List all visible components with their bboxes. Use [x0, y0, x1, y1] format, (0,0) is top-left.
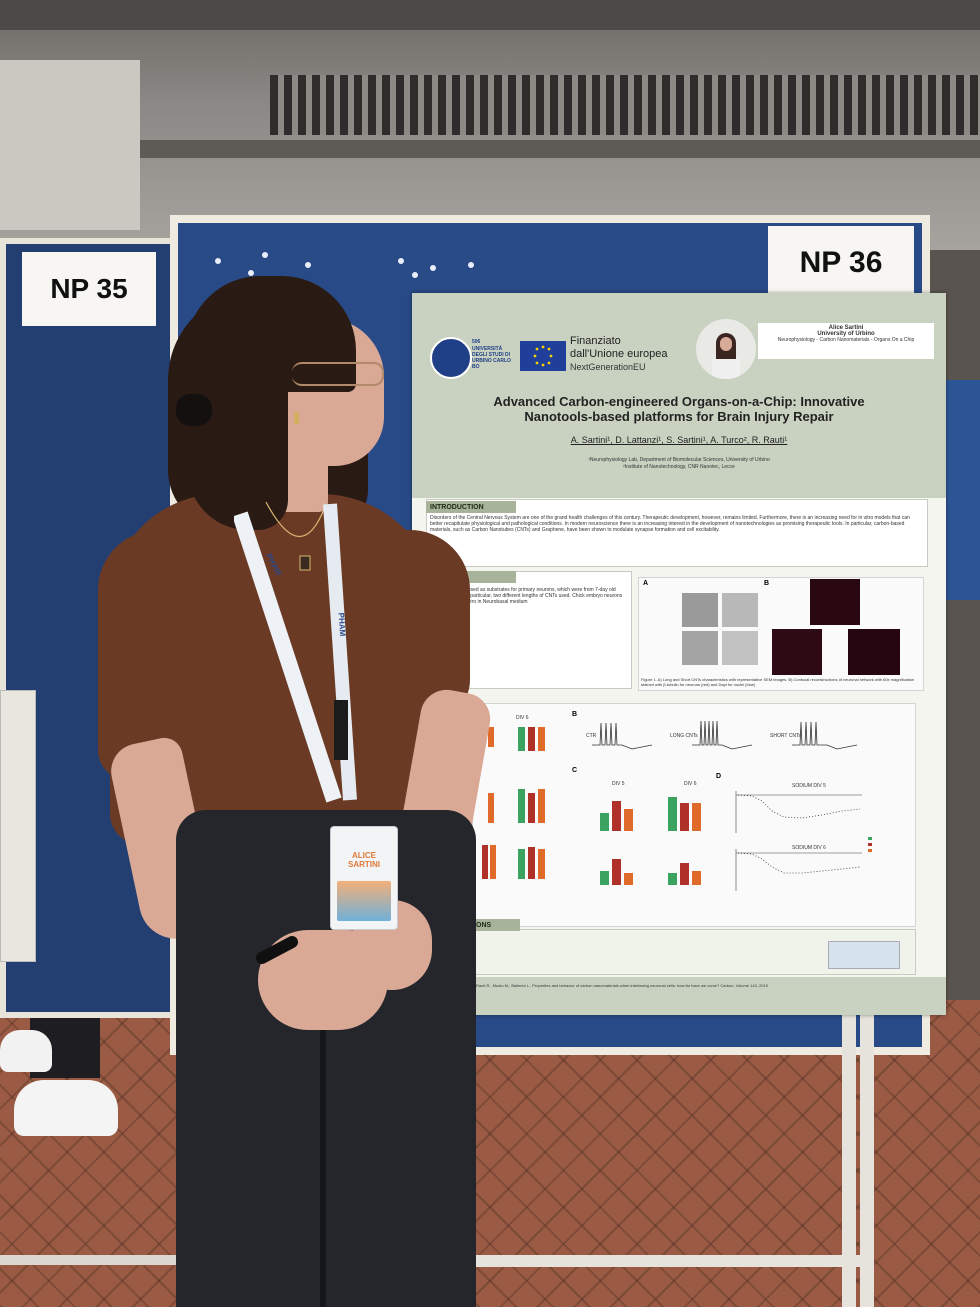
figure-2-label-c: C	[572, 767, 578, 774]
board-leg	[860, 1010, 874, 1307]
university-year: 506	[472, 339, 481, 345]
board-label-right: NP 36	[768, 226, 914, 300]
author-card: Alice Sartini University of Urbino Neuro…	[758, 323, 934, 359]
trace-short-label: SHORT CNTs	[770, 733, 801, 739]
board-foot-bar	[0, 1255, 200, 1265]
introduction-text: Disorders of the Central Nervous System …	[430, 515, 910, 533]
author-topics: Neurophysiology - Carbon Nanomaterials -…	[777, 337, 915, 343]
eu-funding-line1: Finanziato	[570, 335, 621, 347]
push-pin	[305, 262, 311, 268]
push-pin	[248, 270, 254, 276]
introduction-heading: INTRODUCTION	[426, 501, 516, 513]
action-potential-traces	[592, 720, 858, 750]
background-person-shoe	[14, 1080, 118, 1136]
university-name: UNIVERSITÀ DEGLI STUDI DI URBINO CARLO B…	[472, 346, 511, 370]
figure-2-label-b: B	[572, 711, 578, 718]
push-pin	[430, 265, 436, 271]
eu-flag-icon	[520, 341, 566, 371]
lanyard	[234, 503, 357, 803]
bar-charts-c	[600, 797, 701, 885]
figure-2-label-d: D	[716, 773, 722, 780]
person-jeans-seam	[320, 1000, 326, 1307]
badge-artwork	[337, 881, 391, 921]
badge-first-name: ALICE	[352, 851, 376, 860]
figure-1-caption: Figure 1. A) Long and Short CNTs charact…	[641, 677, 915, 687]
person-sleeve-left	[98, 530, 202, 780]
push-pin	[262, 252, 268, 258]
university-seal-icon	[430, 337, 472, 379]
person-jeans	[176, 810, 476, 1307]
figure-2-div6-label: DIV 6	[516, 715, 529, 721]
sodium-div6-label: SODIUM DIV 6	[792, 845, 826, 851]
poster-title-line1: Advanced Carbon-engineered Organs-on-a-C…	[493, 394, 865, 409]
confocal-image-ctr	[810, 579, 860, 625]
author-name: Alice Sartini	[828, 325, 864, 331]
confocal-image-long	[848, 629, 900, 675]
confocal-image-short	[772, 629, 822, 675]
author-affiliation: University of Urbino	[817, 331, 875, 337]
badge-last-name: SARTINI	[348, 860, 380, 869]
person-earring	[294, 412, 299, 424]
figure-1-label-a: A	[643, 580, 649, 587]
trace-ctr-label: CTR	[586, 733, 597, 739]
ceiling-beam	[0, 0, 980, 30]
author-photo-shirt	[712, 359, 740, 379]
sem-image	[682, 593, 718, 627]
scientific-poster: 506 UNIVERSITÀ DEGLI STUDI DI URBINO CAR…	[412, 293, 946, 1015]
push-pin	[215, 258, 221, 264]
poster-authors: A. Sartini¹, D. Lattanzi¹, S. Sartini¹, …	[570, 435, 788, 445]
sodium-div5-label: SODIUM DIV 5	[792, 783, 826, 789]
author-photo	[696, 319, 756, 379]
board-leg	[842, 1010, 856, 1307]
push-pin	[398, 258, 404, 264]
eu-funding-line2: dall'Unione europea	[570, 348, 668, 360]
board-label-left: NP 35	[22, 252, 156, 326]
background-person-shoe	[0, 1030, 52, 1072]
sem-image	[722, 593, 758, 627]
author-photo-face	[720, 337, 732, 351]
sodium-current-curves	[735, 791, 872, 891]
person-glasses	[292, 362, 384, 386]
poster-footer	[412, 977, 946, 1015]
ceiling-beam	[0, 140, 980, 158]
trace-long-label: LONG CNTs	[670, 733, 698, 739]
figure-1-label-b: B	[764, 580, 770, 587]
bar-charts-left	[482, 727, 545, 879]
push-pin	[468, 262, 474, 268]
push-pin	[412, 272, 418, 278]
methods-text: Nanotubes were used as substrates for pr…	[430, 587, 623, 605]
chip-illustration	[828, 941, 900, 969]
eu-funding-line3: NextGenerationEU	[570, 362, 646, 372]
poster-left-edge	[0, 690, 36, 962]
poster-title-line2: Nanotools-based platforms for Brain Inju…	[524, 409, 834, 424]
figure-2-div5-label: DIV 5	[612, 781, 625, 787]
person-necklace	[265, 501, 327, 571]
poster-affiliation-2: ²Institute of Nanotechnology, CNR Nanote…	[623, 464, 735, 470]
person-hair-side	[188, 330, 288, 530]
poster-reference: Rauti R., Musto M., Ballerini L., Proper…	[476, 983, 768, 988]
person-sleeve-right	[374, 530, 470, 720]
conclusions-heading: ONS	[472, 919, 520, 931]
sem-image	[722, 631, 758, 665]
wall-panel	[0, 60, 140, 230]
sem-image	[682, 631, 718, 665]
poster-affiliation-1: ¹Neurophysiology Lab, Department of Biom…	[588, 457, 770, 463]
lanyard-text: PHAM	[336, 612, 348, 637]
figure-2-div6-label: DIV 6	[684, 781, 697, 787]
ceiling-vent	[270, 75, 980, 135]
person-hair-clip	[176, 394, 212, 426]
name-badge: ALICE SARTINI	[330, 826, 398, 930]
